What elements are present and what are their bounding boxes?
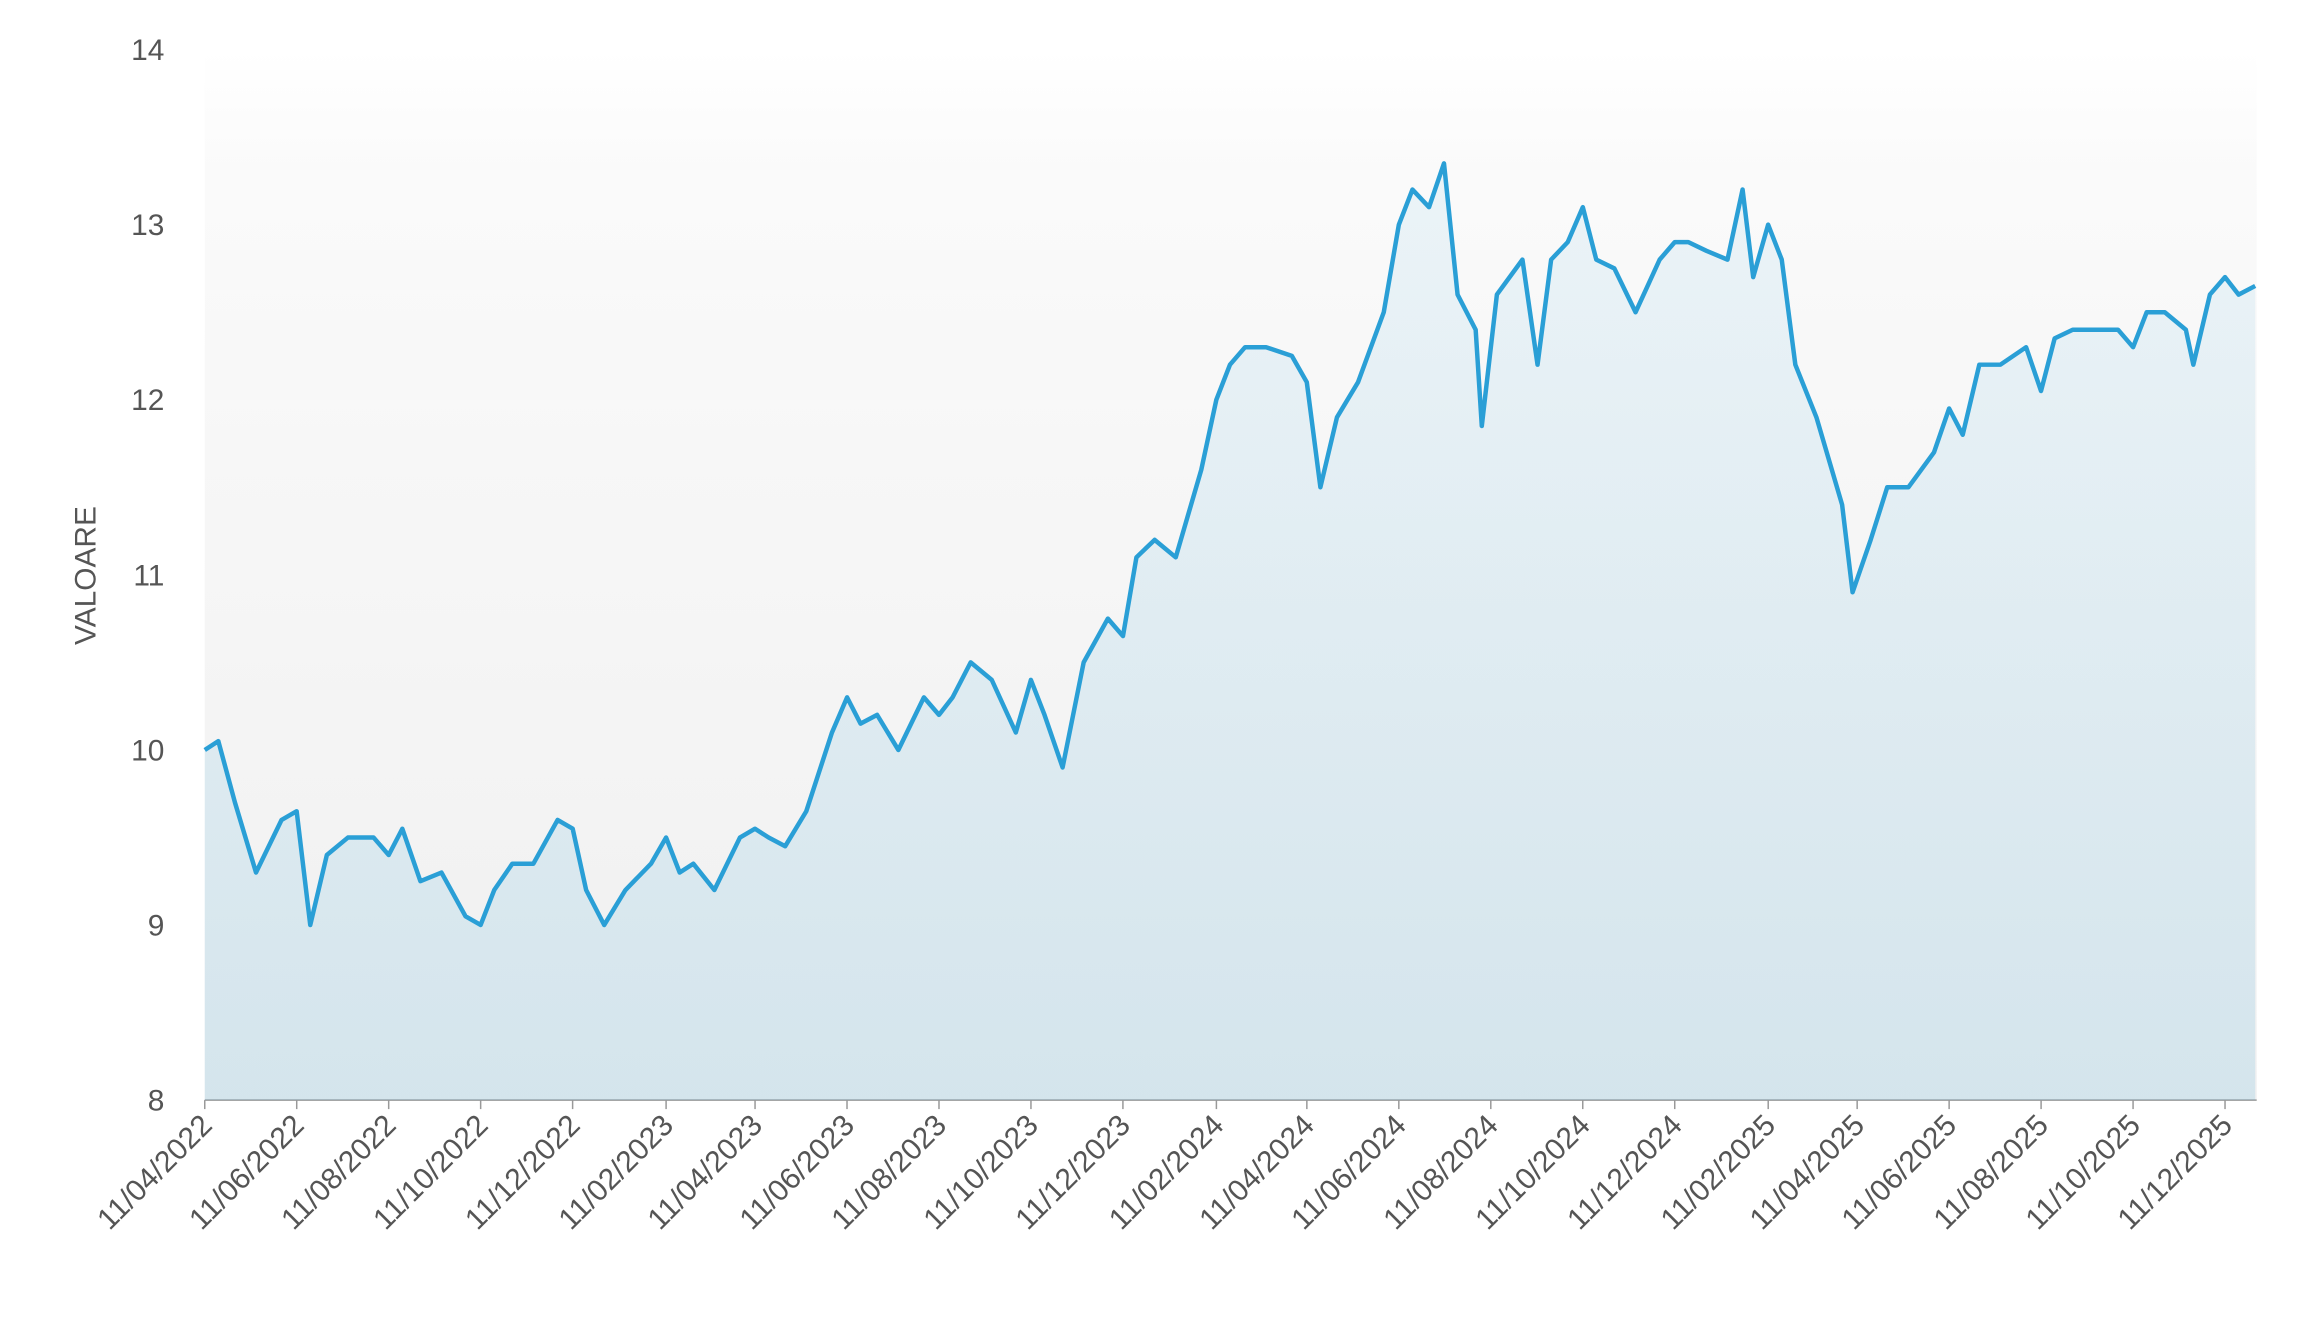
y-tick-label: 11 [133,559,164,592]
y-tick-label: 14 [131,34,164,67]
y-tick-label: 10 [131,734,164,767]
line [203,161,2257,928]
area [204,163,2256,1101]
y-tick-label: 12 [131,384,164,417]
y-tick-label: 8 [148,1085,165,1118]
y-axis-label: VALOARE [70,506,103,645]
y-tick-label: 9 [148,909,165,942]
y-tick-label: 13 [131,209,164,242]
